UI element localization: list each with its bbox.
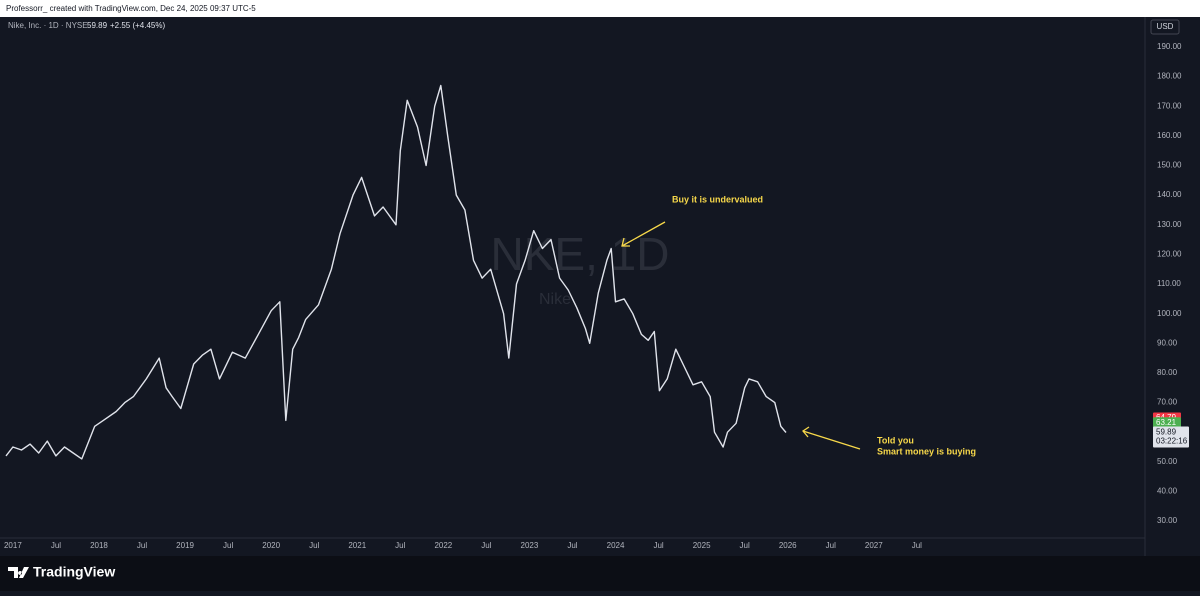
- arrowhead: [621, 237, 630, 247]
- arrow: [621, 221, 666, 247]
- y-tick-label: 50.00: [1157, 457, 1178, 466]
- arrow: [802, 430, 861, 450]
- y-tick-label: 110.00: [1157, 279, 1181, 288]
- x-tick-label: Jul: [740, 541, 750, 550]
- y-tick-label: 90.00: [1157, 338, 1178, 347]
- x-tick-label: 2020: [262, 541, 280, 550]
- y-tick-label: 190.00: [1157, 42, 1182, 51]
- price-tag-label: 63.21: [1156, 418, 1177, 427]
- x-tick-label: Jul: [912, 541, 922, 550]
- y-tick-label: 40.00: [1157, 487, 1178, 496]
- x-tick-label: 2026: [779, 541, 797, 550]
- annotation: Told you: [877, 435, 914, 445]
- watermark: NKE, 1D: [491, 228, 670, 280]
- currency: USD: [1157, 22, 1174, 31]
- countdown: 03:22:16: [1156, 437, 1188, 446]
- last-price-tag: [1153, 426, 1189, 448]
- price-tag: [1153, 417, 1181, 429]
- x-tick-label: Jul: [653, 541, 663, 550]
- arrowhead: [802, 426, 810, 438]
- annotation: Smart money is buying: [877, 446, 976, 456]
- last-price-label: 59.89: [1156, 428, 1177, 437]
- y-tick-label: 80.00: [1157, 368, 1178, 377]
- y-tick-label: 160.00: [1157, 131, 1182, 140]
- x-tick-label: Jul: [395, 541, 405, 550]
- x-tick-label: 2022: [434, 541, 452, 550]
- x-tick-label: Jul: [51, 541, 61, 550]
- legend-price: 59.89: [87, 21, 108, 30]
- watermark: Nike: [539, 291, 571, 308]
- brand: TradingView: [33, 564, 115, 580]
- y-tick-label: 120.00: [1157, 250, 1182, 259]
- y-tick-label: 70.00: [1157, 398, 1178, 407]
- y-tick-label: 100.00: [1157, 309, 1182, 318]
- currency-box[interactable]: [1150, 19, 1180, 35]
- x-tick-label: 2023: [521, 541, 539, 550]
- x-tick-label: Jul: [223, 541, 233, 550]
- x-tick-label: Jul: [137, 541, 147, 550]
- y-tick-label: 130.00: [1157, 220, 1182, 229]
- x-tick-label: 2024: [607, 541, 625, 550]
- x-tick-label: 2019: [176, 541, 194, 550]
- credit: Professorr_ created with TradingView.com…: [6, 4, 256, 13]
- logo-icon: [8, 567, 29, 578]
- x-tick-label: 2025: [693, 541, 711, 550]
- y-tick-label: 170.00: [1157, 101, 1182, 110]
- x-tick-label: 2021: [348, 541, 366, 550]
- footer: [0, 556, 1200, 591]
- x-tick-label: Jul: [826, 541, 836, 550]
- y-tick-label: 140.00: [1157, 190, 1182, 199]
- y-tick-label: 150.00: [1157, 161, 1182, 170]
- legend-change: +2.55 (+4.45%): [110, 21, 165, 30]
- x-tick-label: Jul: [309, 541, 319, 550]
- price-line: [5, 84, 787, 460]
- y-tick-label: 180.00: [1157, 72, 1182, 81]
- x-tick-label: 2017: [4, 541, 22, 550]
- legend-title: Nike, Inc. · 1D · NYSE: [8, 21, 88, 30]
- x-tick-label: 2027: [865, 541, 883, 550]
- y-tick-label: 30.00: [1157, 516, 1178, 525]
- x-tick-label: 2018: [90, 541, 108, 550]
- x-tick-label: Jul: [567, 541, 577, 550]
- annotation: Buy it is undervalued: [672, 194, 763, 204]
- x-tick-label: Jul: [481, 541, 491, 550]
- header-bar: [0, 0, 1200, 17]
